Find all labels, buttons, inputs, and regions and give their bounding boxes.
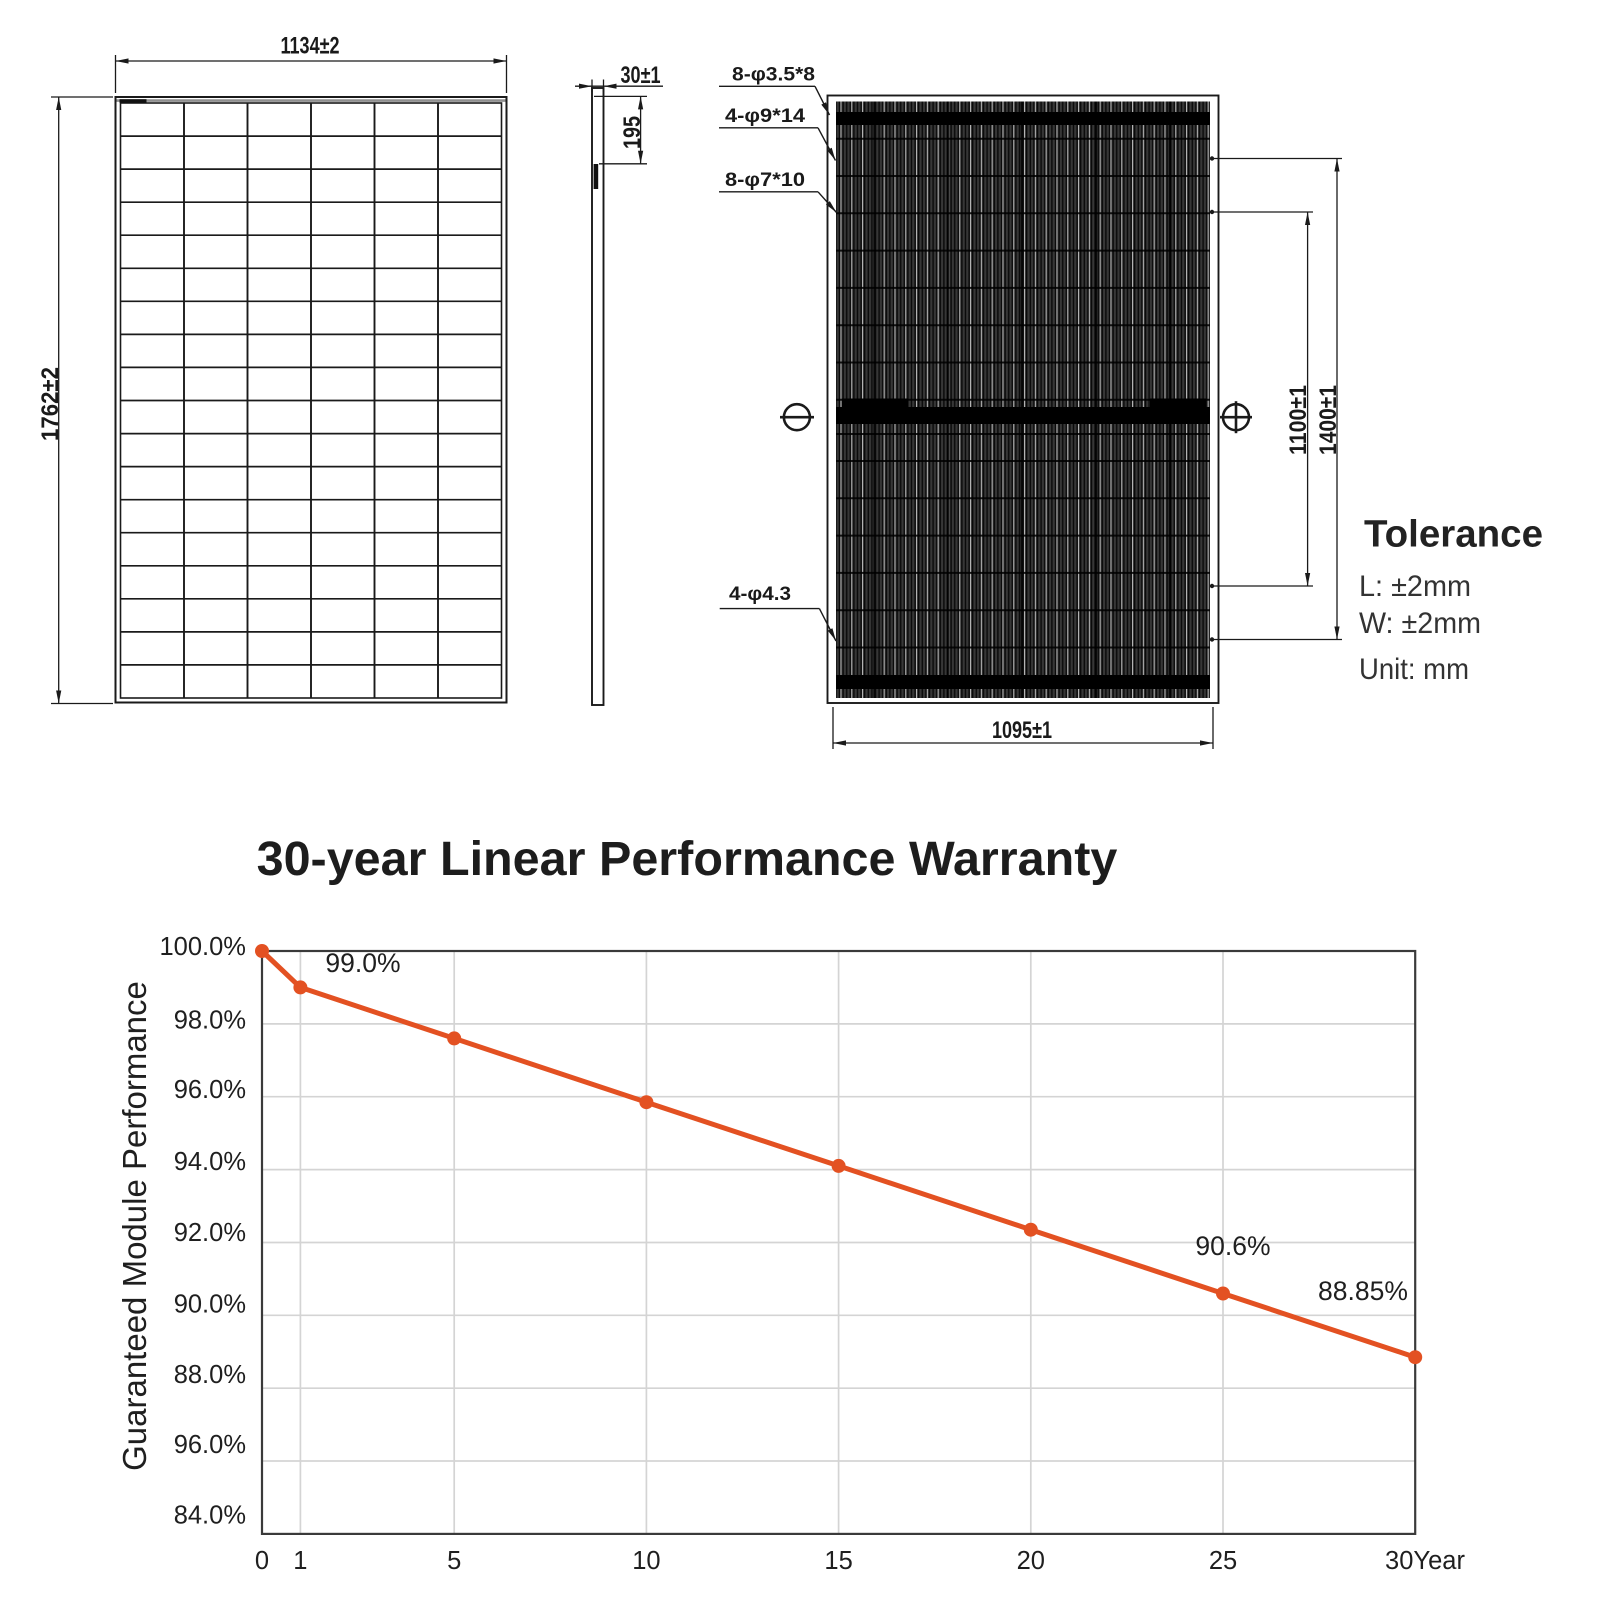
svg-text:0: 0 — [255, 1547, 269, 1575]
svg-text:1762±2: 1762±2 — [37, 367, 64, 441]
svg-text:88.0%: 88.0% — [174, 1361, 246, 1389]
svg-text:20: 20 — [1017, 1547, 1045, 1575]
svg-text:94.0%: 94.0% — [174, 1148, 246, 1176]
svg-text:25: 25 — [1209, 1547, 1237, 1575]
svg-text:10: 10 — [632, 1547, 660, 1575]
svg-text:90.6%: 90.6% — [1195, 1231, 1270, 1261]
svg-text:99.0%: 99.0% — [325, 948, 400, 978]
svg-text:1100±1: 1100±1 — [1285, 385, 1312, 455]
svg-text:15: 15 — [824, 1547, 852, 1575]
svg-text:Unit: mm: Unit: mm — [1359, 653, 1469, 686]
svg-text:1400±1: 1400±1 — [1315, 385, 1342, 455]
svg-text:88.85%: 88.85% — [1318, 1276, 1408, 1306]
svg-text:Tolerance: Tolerance — [1364, 514, 1543, 556]
svg-text:92.0%: 92.0% — [174, 1219, 246, 1247]
svg-text:4-φ9*14: 4-φ9*14 — [725, 106, 805, 127]
svg-text:8-φ7*10: 8-φ7*10 — [725, 170, 805, 191]
svg-text:1095±1: 1095±1 — [992, 717, 1052, 744]
svg-text:8-φ3.5*8: 8-φ3.5*8 — [732, 65, 815, 86]
svg-text:84.0%: 84.0% — [174, 1502, 246, 1530]
svg-text:1134±2: 1134±2 — [281, 33, 340, 60]
svg-text:30Year: 30Year — [1385, 1547, 1465, 1575]
svg-text:100.0%: 100.0% — [160, 933, 247, 961]
svg-text:W: ±2mm: W: ±2mm — [1359, 607, 1481, 640]
svg-text:Guaranteed Module Performance: Guaranteed Module Performance — [116, 981, 153, 1471]
svg-text:L: ±2mm: L: ±2mm — [1359, 570, 1471, 603]
svg-text:96.0%: 96.0% — [174, 1076, 246, 1104]
svg-text:90.0%: 90.0% — [174, 1290, 246, 1318]
svg-text:96.0%: 96.0% — [174, 1431, 246, 1459]
svg-text:30±1: 30±1 — [621, 62, 661, 89]
svg-text:98.0%: 98.0% — [174, 1007, 246, 1035]
svg-text:1: 1 — [293, 1547, 307, 1575]
svg-text:30-year Linear Performance War: 30-year Linear Performance Warranty — [257, 832, 1118, 886]
svg-text:4-φ4.3: 4-φ4.3 — [729, 584, 791, 605]
svg-text:195: 195 — [619, 116, 646, 149]
svg-text:5: 5 — [447, 1547, 461, 1575]
